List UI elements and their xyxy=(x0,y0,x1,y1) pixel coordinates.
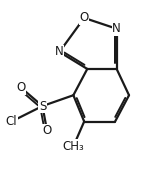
Text: CH₃: CH₃ xyxy=(63,140,84,153)
Text: O: O xyxy=(16,81,25,94)
Text: O: O xyxy=(80,11,89,24)
Text: O: O xyxy=(42,124,52,137)
Text: N: N xyxy=(55,46,64,58)
Text: S: S xyxy=(39,100,46,113)
Text: N: N xyxy=(112,22,121,35)
Text: Cl: Cl xyxy=(6,115,17,128)
